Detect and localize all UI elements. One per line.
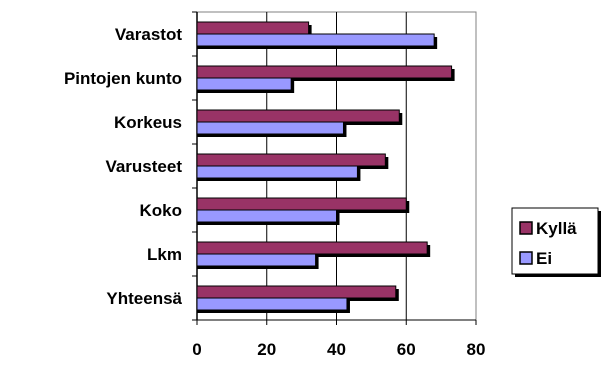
legend-label: Kyllä xyxy=(536,219,577,238)
category-label: Lkm xyxy=(147,245,182,264)
category-label: Koko xyxy=(140,201,183,220)
bar-kyllä xyxy=(196,109,400,123)
x-tick-label: 60 xyxy=(397,340,416,359)
legend-swatch xyxy=(519,251,533,265)
bar-ei xyxy=(196,297,348,311)
bar-kyllä xyxy=(196,153,386,167)
bar-kyllä xyxy=(196,197,407,211)
x-tick-label: 40 xyxy=(327,340,346,359)
bar-kyllä xyxy=(196,21,310,35)
bar-ei xyxy=(196,209,337,223)
bar-ei xyxy=(196,253,317,267)
category-label: Varusteet xyxy=(105,157,182,176)
bar-kyllä xyxy=(196,65,453,79)
bar-kyllä xyxy=(196,285,397,299)
legend-swatch xyxy=(519,221,533,235)
legend-label: Ei xyxy=(536,249,552,268)
bar-ei xyxy=(196,165,358,179)
category-label: Varastot xyxy=(115,25,182,44)
category-label: Yhteensä xyxy=(106,289,182,308)
category-label: Korkeus xyxy=(114,113,182,132)
category-label: Pintojen kunto xyxy=(64,69,182,88)
x-tick-label: 80 xyxy=(467,340,486,359)
x-tick-label: 20 xyxy=(257,340,276,359)
bar-kyllä xyxy=(196,241,428,255)
bar-ei xyxy=(196,121,344,135)
bar-ei xyxy=(196,33,435,47)
x-tick-label: 0 xyxy=(192,340,201,359)
bar-ei xyxy=(196,77,292,91)
